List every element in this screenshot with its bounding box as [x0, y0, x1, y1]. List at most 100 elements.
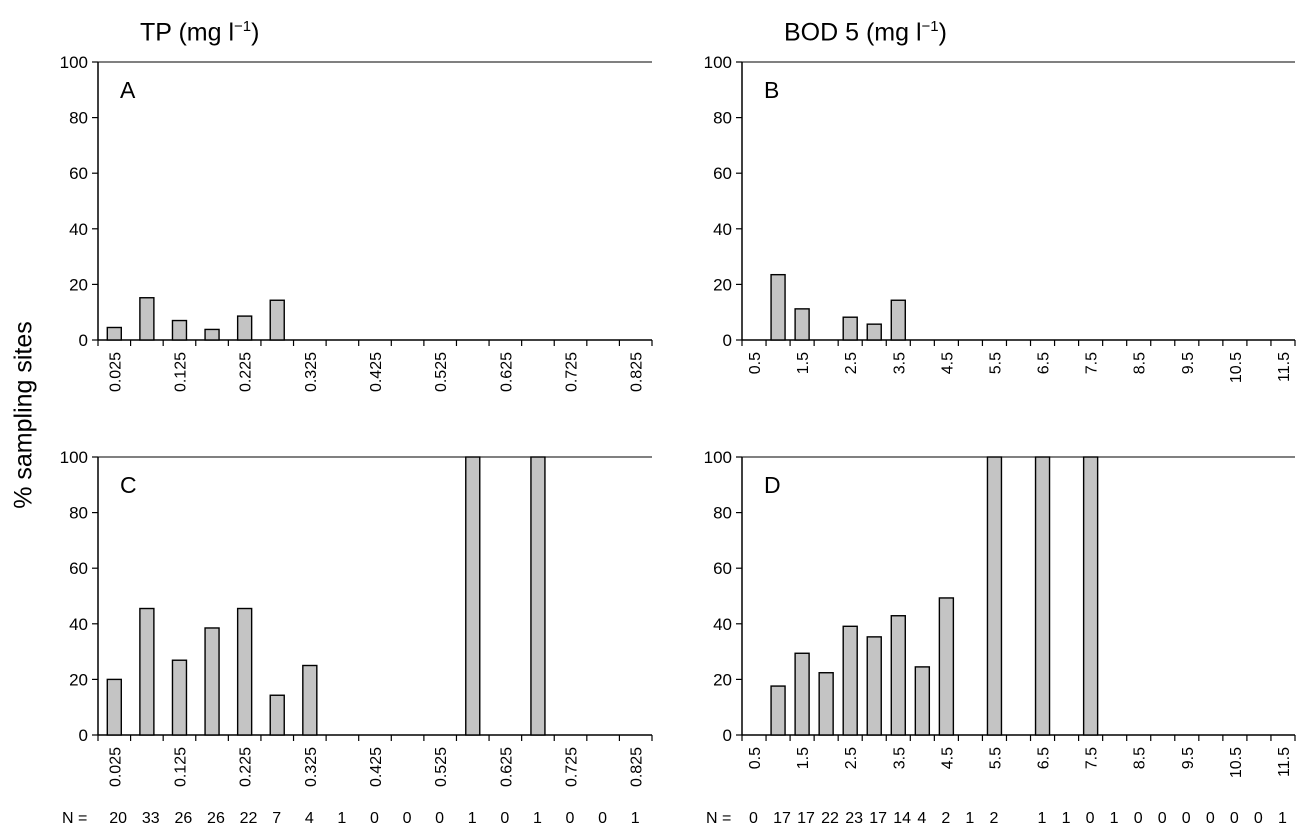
n-value: 0	[1205, 810, 1215, 827]
x-tick-label: 11.5	[1276, 747, 1293, 777]
x-tick-label: 10.5	[1228, 747, 1245, 778]
x-tick-label: 9.5	[1180, 747, 1197, 769]
n-value: 1	[1061, 810, 1071, 827]
bar-D-2	[794, 652, 810, 736]
n-prefix: N =	[706, 810, 732, 827]
y-tick-label: 100	[60, 53, 88, 72]
bar-C-13	[530, 456, 546, 736]
panel-letter: D	[764, 472, 781, 498]
x-tick-label: 2.5	[843, 747, 860, 769]
x-tick-label: 0.525	[433, 747, 450, 787]
bar-C-2	[171, 659, 188, 736]
n-value: 26	[207, 810, 225, 827]
x-tick-label: 0.025	[107, 352, 124, 392]
panel-letter: A	[120, 77, 136, 103]
n-value: 22	[239, 810, 258, 827]
n-prefix: N =	[62, 810, 88, 827]
x-tick-label: 1.5	[795, 747, 812, 769]
x-tick-label: 0.325	[303, 352, 320, 392]
y-tick-label: 60	[69, 559, 88, 578]
bar-A-4	[236, 315, 253, 341]
panel-A: 0 20 40 60 80 100 0.025 0.125 0.225 0.325 0.425 0.5…	[60, 53, 653, 392]
x-tick-label: 2.5	[843, 352, 860, 374]
y-tick-label: 0	[723, 331, 732, 350]
n-value: 4	[917, 810, 927, 827]
x-tick-label: 0.5	[747, 352, 764, 374]
x-tick-label: 9.5	[1180, 352, 1197, 374]
panel-B: 0 20 40 60 80 100 0.5 1.5 2.5 3.5 4.5 5.5 6.5 7.5 8.5 9…	[704, 53, 1296, 383]
bar-A-1	[139, 297, 155, 341]
panel-D: 0 20 40 60 80 100 0.5 1.5 2.5 3.5 4.5 5.5 6.5 7.5 8.5 9…	[704, 448, 1296, 778]
n-value: 0	[1229, 810, 1239, 827]
x-tick-label: 5.5	[987, 747, 1004, 769]
y-tick-label: 20	[713, 275, 732, 294]
bar-D-14	[1082, 456, 1099, 736]
x-tick-label: 8.5	[1132, 747, 1149, 769]
bar-C-11	[465, 456, 481, 736]
panel-letter: C	[120, 472, 137, 498]
x-tick-label: 0.225	[238, 747, 255, 787]
bar-A-5	[269, 299, 285, 341]
y-tick-label: 40	[713, 615, 732, 634]
x-tick-label: 4.5	[939, 352, 956, 374]
panel-letter: B	[764, 77, 779, 103]
y-tick-label: 20	[713, 670, 732, 689]
n-value: 1	[1277, 810, 1287, 827]
column-title-tp: TP (mg l−1)	[140, 18, 260, 47]
bar-C-3	[204, 627, 220, 736]
y-tick-label: 20	[69, 670, 88, 689]
n-value: 1	[630, 810, 640, 827]
y-tick-label: 60	[713, 559, 732, 578]
bar-C-6	[302, 664, 318, 736]
n-value: 0	[565, 810, 575, 827]
y-tick-label: 40	[69, 220, 88, 239]
x-tick-label: 0.725	[564, 747, 581, 787]
n-value: 0	[598, 810, 608, 827]
x-tick-label: 0.225	[238, 352, 255, 392]
y-tick-label: 80	[69, 504, 88, 523]
bar-D-4	[842, 625, 858, 736]
x-tick-label: 0.425	[368, 352, 385, 392]
n-value: 0	[1253, 810, 1263, 827]
n-value: 17	[797, 810, 815, 827]
y-tick-label: 40	[69, 615, 88, 634]
n-value: 23	[845, 810, 863, 827]
bar-B-4	[842, 316, 858, 341]
bar-C-0	[106, 678, 122, 736]
column-title-bod5: BOD 5 (mg l−1)	[784, 18, 947, 47]
n-value: 1	[1037, 810, 1047, 827]
x-tick-label: 0.625	[498, 747, 515, 787]
bar-A-2	[171, 319, 188, 341]
bar-C-1	[139, 607, 155, 736]
y-tick-label: 0	[723, 726, 732, 745]
x-tick-label: 0.525	[433, 352, 450, 392]
bar-D-7	[914, 666, 931, 736]
y-tick-label: 0	[79, 331, 88, 350]
x-tick-label: 1.5	[795, 352, 812, 374]
x-tick-label: 0.825	[629, 352, 646, 392]
bar-D-3	[818, 672, 834, 736]
bar-D-8	[938, 597, 955, 736]
n-value: 0	[1181, 810, 1191, 827]
n-value: 20	[109, 810, 128, 827]
bar-D-6	[890, 615, 906, 736]
x-tick-label: 0.125	[172, 352, 189, 392]
bar-B-6	[890, 299, 906, 341]
n-value: 0	[749, 810, 758, 827]
y-tick-label: 100	[704, 448, 732, 467]
n-value: 7	[272, 810, 282, 827]
bar-B-2	[794, 308, 810, 341]
x-tick-label: 11.5	[1276, 352, 1293, 382]
y-tick-label: 40	[713, 220, 732, 239]
x-tick-label: 5.5	[987, 352, 1004, 374]
n-value: 0	[435, 810, 445, 827]
n-value: 17	[773, 810, 791, 827]
n-value: 1	[532, 810, 542, 827]
x-tick-label: 8.5	[1132, 352, 1149, 374]
x-tick-label: 3.5	[891, 747, 908, 769]
n-value: 2	[989, 810, 999, 827]
bar-A-3	[204, 328, 220, 341]
x-tick-label: 3.5	[891, 352, 908, 374]
x-tick-label: 0.025	[107, 747, 124, 787]
